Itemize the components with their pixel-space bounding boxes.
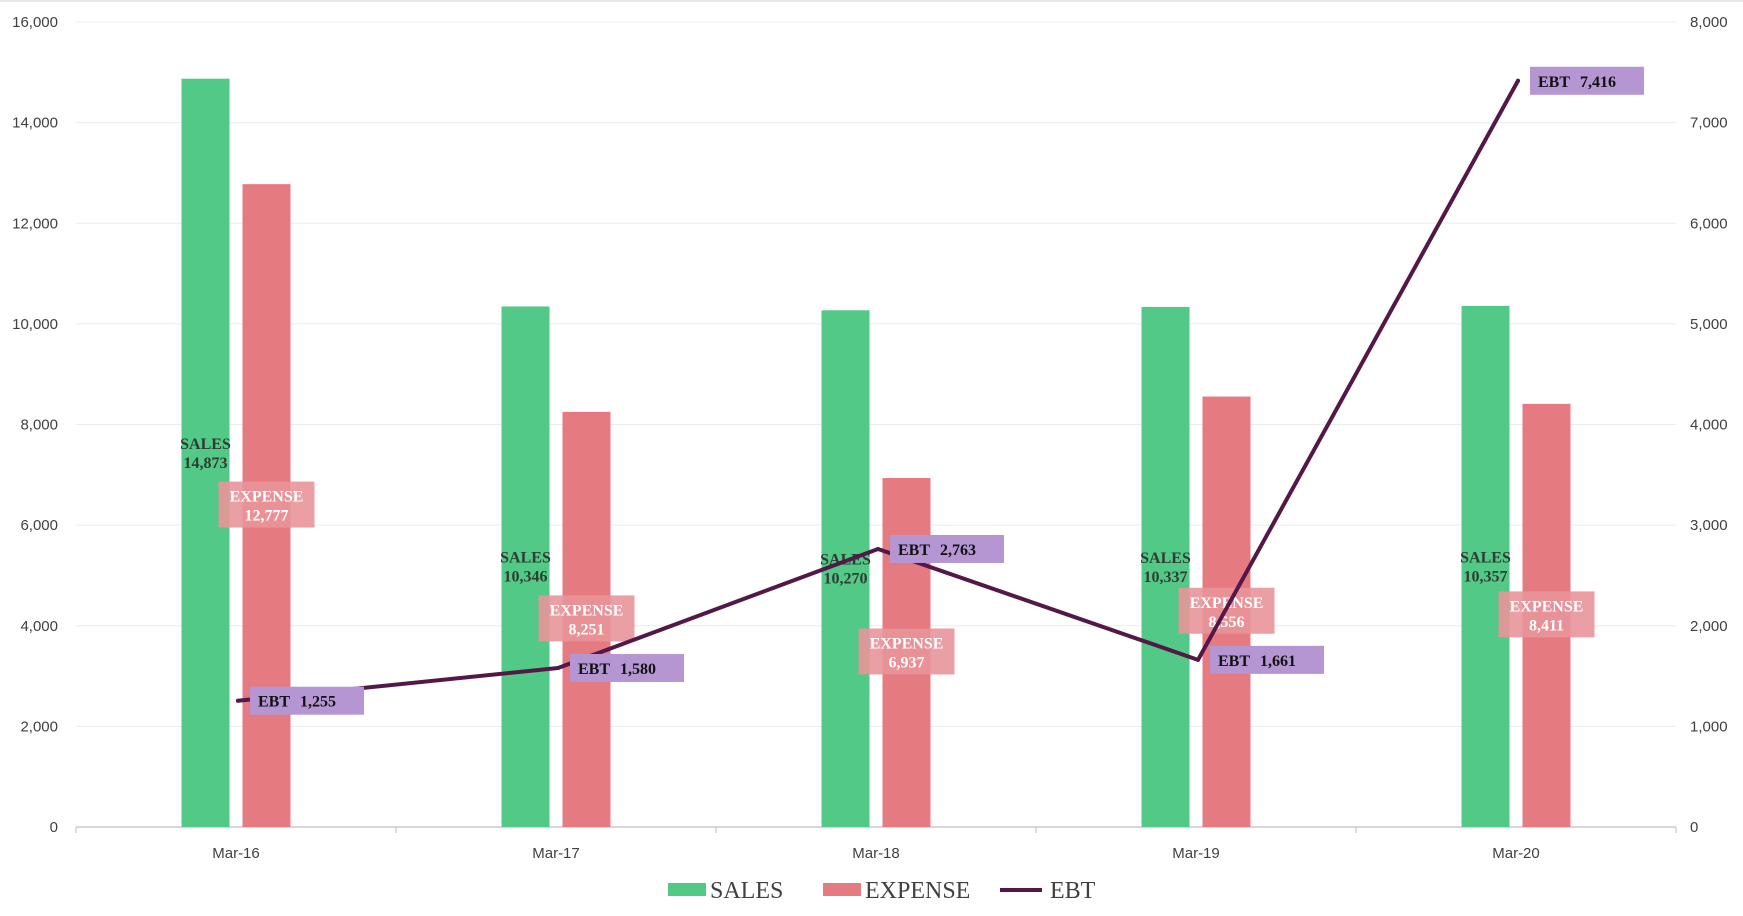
ebt-line-series xyxy=(236,78,1520,703)
sales-bar xyxy=(181,78,230,827)
ebt-data-label-box xyxy=(1530,66,1644,95)
ebt-data-label: EBT 1,580 xyxy=(578,661,656,678)
y-right-tick-label: 3,000 xyxy=(1690,517,1728,534)
ebt-data-label-name: EBT xyxy=(1538,74,1570,91)
legend-swatch xyxy=(668,883,706,896)
ebt-data-label-box xyxy=(570,654,684,683)
x-tick-label: Mar-19 xyxy=(1172,845,1220,862)
y-left-tick-label: 16,000 xyxy=(12,14,58,31)
expense-data-label-name: EXPENSE xyxy=(230,489,304,506)
expense-data-label-box xyxy=(858,628,955,675)
ebt-data-label: EBT 1,255 xyxy=(258,694,336,711)
ebt-data-label: EBT 1,661 xyxy=(1218,653,1296,670)
sales-bar xyxy=(1141,306,1190,827)
expense-data-label-value: 8,411 xyxy=(1529,617,1564,634)
sales-data-label-name: SALES xyxy=(1140,550,1191,567)
ebt-point xyxy=(236,698,240,703)
y-left-tick-label: 6,000 xyxy=(20,517,58,534)
sales-data-label: SALES 10,337 xyxy=(1140,550,1191,586)
legend-label: SALES xyxy=(710,878,783,904)
ebt-data-label-value: 7,416 xyxy=(1580,74,1616,91)
expense-data-label-name: EXPENSE xyxy=(550,602,624,619)
ebt-data-label-name: EBT xyxy=(578,661,610,678)
sales-bar xyxy=(1461,305,1510,827)
expense-data-label-name: EXPENSE xyxy=(870,635,944,652)
x-tick-label: Mar-17 xyxy=(532,845,580,862)
ebt-point xyxy=(1196,657,1200,662)
y-left-tick-label: 12,000 xyxy=(12,215,58,232)
ebt-data-label-box xyxy=(250,686,364,715)
gridlines xyxy=(0,0,1743,727)
ebt-data-label-name: EBT xyxy=(1218,653,1250,670)
y-left-tick-label: 10,000 xyxy=(12,316,58,333)
sales-data-label-name: SALES xyxy=(180,436,231,453)
ebt-data-labels: EBT 1,255 EBT 1,580 EBT 2,763 EBT 1,661 EBT 7,416 xyxy=(250,66,1644,715)
ebt-data-label-value: 2,763 xyxy=(940,542,976,559)
ebt-line xyxy=(236,78,1520,703)
y-right-tick-label: 4,000 xyxy=(1690,417,1728,434)
expense-data-label-value: 6,937 xyxy=(889,654,925,671)
sales-bar xyxy=(501,306,550,827)
expense-data-label-box xyxy=(1498,591,1595,638)
ebt-data-label-value: 1,580 xyxy=(620,661,656,678)
y-left-tick-label: 8,000 xyxy=(20,417,58,434)
expense-data-label-value: 8,251 xyxy=(569,621,605,638)
ebt-data-label: EBT 7,416 xyxy=(1538,74,1616,91)
y-right-tick-label: 8,000 xyxy=(1690,14,1728,31)
sales-data-label-value: 14,873 xyxy=(184,455,228,472)
sales-data-label-value: 10,337 xyxy=(1144,569,1188,586)
y-right-tick-label: 6,000 xyxy=(1690,215,1728,232)
ebt-data-label-value: 1,661 xyxy=(1260,653,1296,670)
expense-data-label: EXPENSE 8,251 xyxy=(550,602,624,638)
x-tick-label: Mar-20 xyxy=(1492,845,1540,862)
sales-data-label-value: 10,270 xyxy=(824,571,868,588)
y-right-tick-label: 2,000 xyxy=(1690,618,1728,635)
expense-data-label-name: EXPENSE xyxy=(1510,598,1584,615)
ebt-point xyxy=(1516,78,1520,83)
y-left-tick-label: 14,000 xyxy=(12,115,58,132)
y-left-tick-label: 2,000 xyxy=(20,718,58,735)
x-tick-label: Mar-18 xyxy=(852,845,900,862)
x-tick-label: Mar-16 xyxy=(212,845,260,862)
ebt-point xyxy=(876,546,880,551)
expense-data-label: EXPENSE 8,411 xyxy=(1510,598,1584,634)
legend-label: EBT xyxy=(1050,878,1096,904)
expense-data-label-box xyxy=(218,481,315,528)
y-right-tick-label: 1,000 xyxy=(1690,718,1728,735)
expense-data-label-box xyxy=(538,595,635,642)
legend-label: EXPENSE xyxy=(865,878,970,904)
expense-data-label: EXPENSE 12,777 xyxy=(230,489,304,525)
ebt-data-label-box xyxy=(1210,645,1324,674)
sales-data-label-value: 10,346 xyxy=(504,569,548,586)
sales-data-label: SALES 14,873 xyxy=(180,436,231,472)
bar-series xyxy=(181,78,1571,828)
axes: 0 2,000 4,000 6,000 8,000 10,000 12,000 14,000 1… xyxy=(12,14,1727,862)
sales-data-label-value: 10,357 xyxy=(1464,568,1508,585)
expense-data-label-name: EXPENSE xyxy=(1190,595,1264,612)
sales-data-label-name: SALES xyxy=(500,550,551,567)
y-right-tick-label: 7,000 xyxy=(1690,115,1728,132)
sales-data-label: SALES 10,357 xyxy=(1460,549,1511,585)
expense-data-label: EXPENSE 6,937 xyxy=(870,635,944,671)
y-left-tick-label: 0 xyxy=(50,819,58,836)
sales-data-label-name: SALES xyxy=(1460,549,1511,566)
y-right-tick-label: 5,000 xyxy=(1690,316,1728,333)
ebt-point xyxy=(556,666,560,671)
ebt-data-label: EBT 2,763 xyxy=(898,542,976,559)
legend: SALES EXPENSE EBT xyxy=(668,878,1096,904)
y-left-tick-label: 4,000 xyxy=(20,618,58,635)
legend-swatch xyxy=(823,883,861,896)
ebt-data-label-name: EBT xyxy=(898,542,930,559)
ebt-data-label-box xyxy=(890,534,1004,563)
ebt-data-label-name: EBT xyxy=(258,694,290,711)
sales-data-label: SALES 10,346 xyxy=(500,550,551,586)
expense-data-label-value: 12,777 xyxy=(245,508,289,525)
ebt-data-label-value: 1,255 xyxy=(300,694,336,711)
y-right-tick-label: 0 xyxy=(1690,819,1698,836)
